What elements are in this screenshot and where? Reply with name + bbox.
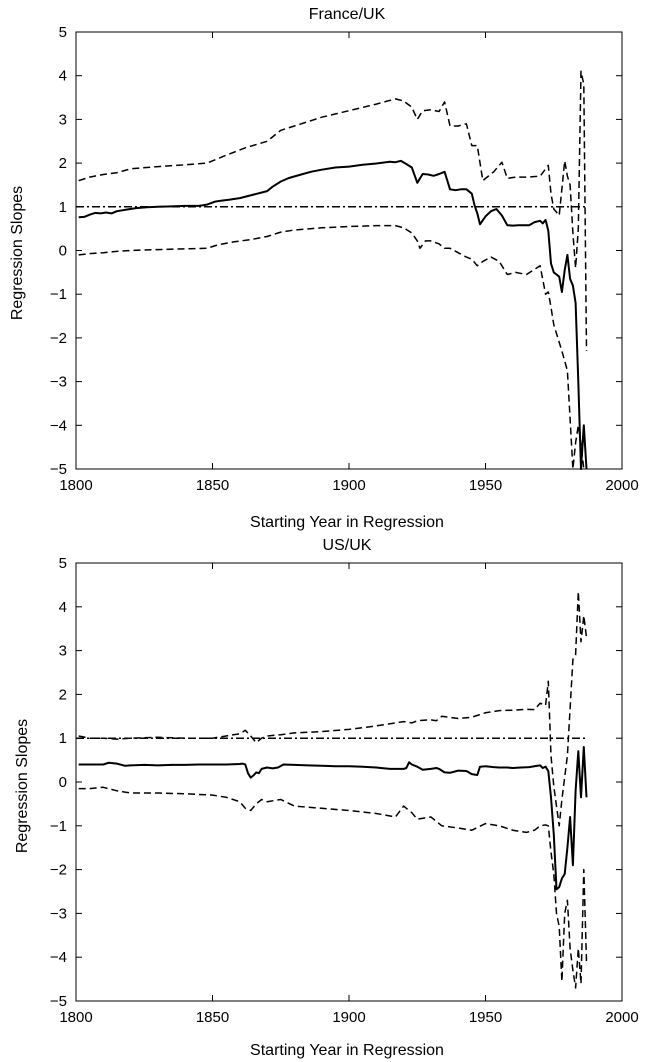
y-tick-label: 3 <box>59 111 67 128</box>
y-tick-label: 2 <box>59 686 67 703</box>
y-tick-label: 0 <box>59 774 67 791</box>
y-tick-label: −1 <box>50 286 67 303</box>
x-tick-label: 2000 <box>605 477 638 494</box>
y-tick-label: 0 <box>59 243 67 260</box>
plot-area: 1800 1850 1900 1950 2000 5 4 3 2 1 0 −1 −2 −3 −4 −5 <box>50 24 639 494</box>
y-tick-label: 1 <box>59 730 67 747</box>
y-axis-label: Regression Slopes <box>14 719 31 853</box>
series-line-dashed <box>78 70 588 352</box>
chart-title: France/UK <box>309 6 386 23</box>
y-tick-label: 5 <box>59 24 67 41</box>
y-tick-label: 2 <box>59 155 67 172</box>
y-tick-label: −4 <box>50 949 67 966</box>
x-tick-label: 1950 <box>469 477 502 494</box>
x-tick-label: 1850 <box>196 1009 229 1026</box>
chart-us-uk: US/UK Starting Year in Regression Regres… <box>14 537 639 1059</box>
series-line-dashed <box>78 590 588 827</box>
x-axis-label: Starting Year in Regression <box>250 514 444 531</box>
y-tick-label: 1 <box>59 199 67 216</box>
y-tick-label: −2 <box>50 862 67 879</box>
y-tick-label: 4 <box>59 599 67 616</box>
chart-title: US/UK <box>323 537 372 554</box>
x-axis-label: Starting Year in Regression <box>250 1042 444 1059</box>
y-tick-label: 5 <box>59 555 67 572</box>
y-tick-label: 4 <box>59 68 67 85</box>
y-tick-label: −5 <box>50 993 67 1010</box>
y-tick-label: −4 <box>50 417 67 434</box>
series-line-solid <box>78 746 588 891</box>
series-line-dashed <box>78 786 588 989</box>
plot-frame <box>75 562 623 1002</box>
y-tick-label: −5 <box>50 461 67 478</box>
x-tick-label: 1900 <box>332 1009 365 1026</box>
series-line-solid <box>78 159 588 470</box>
y-tick-label: −1 <box>50 818 67 835</box>
y-tick-label: −2 <box>50 330 67 347</box>
x-tick-label: 2000 <box>605 1009 638 1026</box>
y-tick-label: 3 <box>59 643 67 660</box>
y-axis-label: Regression Slopes <box>9 186 26 320</box>
x-tick-label: 1900 <box>332 477 365 494</box>
x-tick-label: 1950 <box>469 1009 502 1026</box>
x-tick-label: 1850 <box>196 477 229 494</box>
y-tick-label: −3 <box>50 374 67 391</box>
series-line-dashed <box>78 224 585 470</box>
plot-area: 1800 1850 1900 1950 2000 5 4 3 2 1 0 −1 −2 −3 −4 −5 <box>50 555 639 1026</box>
y-tick-label: −3 <box>50 905 67 922</box>
chart-france-uk: France/UK Starting Year in Regression Re… <box>9 6 639 531</box>
x-tick-label: 1800 <box>59 477 92 494</box>
plot-frame <box>75 31 623 470</box>
x-tick-label: 1800 <box>59 1009 92 1026</box>
